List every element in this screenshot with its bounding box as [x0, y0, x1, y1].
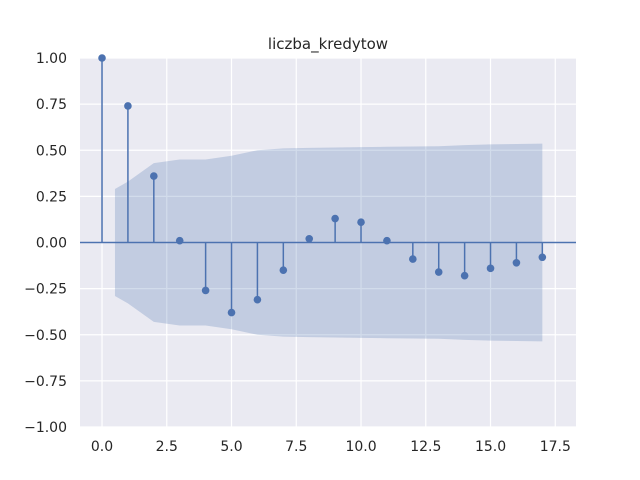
- y-tick-label: 0.25: [36, 189, 67, 205]
- y-tick-label: −0.25: [24, 282, 67, 298]
- acf-point: [305, 235, 314, 243]
- y-tick-label: −1.00: [24, 420, 67, 436]
- acf-point: [98, 54, 106, 62]
- acf-point: [512, 258, 521, 267]
- x-tick-label: 17.5: [540, 439, 571, 455]
- acf-point: [201, 286, 210, 295]
- x-tick-label: 10.0: [345, 439, 376, 455]
- acf-point: [150, 172, 158, 180]
- acf-point: [227, 308, 236, 317]
- y-tick-labels: −1.00 −0.75 −0.50 −0.25 0.00 0.25 0.50 0.75 1.00: [24, 51, 67, 436]
- chart-title: liczba_kredytow: [268, 35, 388, 54]
- stems: [101, 58, 544, 313]
- acf-point: [279, 266, 288, 274]
- y-tick-label: 1.00: [36, 51, 67, 67]
- y-tick-label: 0.00: [36, 236, 67, 252]
- y-tick-label: −0.75: [24, 374, 67, 390]
- y-tick-label: 0.75: [36, 97, 67, 113]
- markers: [98, 54, 547, 317]
- acf-point: [486, 264, 495, 273]
- acf-point: [175, 236, 184, 245]
- x-tick-label: 15.0: [475, 439, 506, 455]
- acf-point: [331, 214, 339, 223]
- acf-point: [383, 236, 391, 245]
- acf-point: [357, 218, 365, 227]
- acf-point: [409, 255, 417, 263]
- y-tick-label: −0.50: [24, 328, 67, 344]
- x-tick-label: 0.0: [91, 439, 113, 455]
- y-tick-label: 0.50: [36, 143, 67, 159]
- x-tick-label: 12.5: [410, 439, 441, 455]
- x-tick-label: 5.0: [220, 439, 242, 455]
- x-tick-labels: 0.0 2.5 5.0 7.5 10.0 12.5 15.0 17.5: [91, 439, 571, 455]
- grid-lines: [80, 57, 576, 428]
- acf-point: [434, 268, 443, 276]
- x-tick-label: 2.5: [156, 439, 178, 455]
- acf-point: [124, 102, 132, 110]
- x-tick-label: 7.5: [285, 439, 307, 455]
- acf-point: [253, 295, 262, 304]
- acf-point: [538, 253, 547, 262]
- acf-point: [460, 271, 469, 280]
